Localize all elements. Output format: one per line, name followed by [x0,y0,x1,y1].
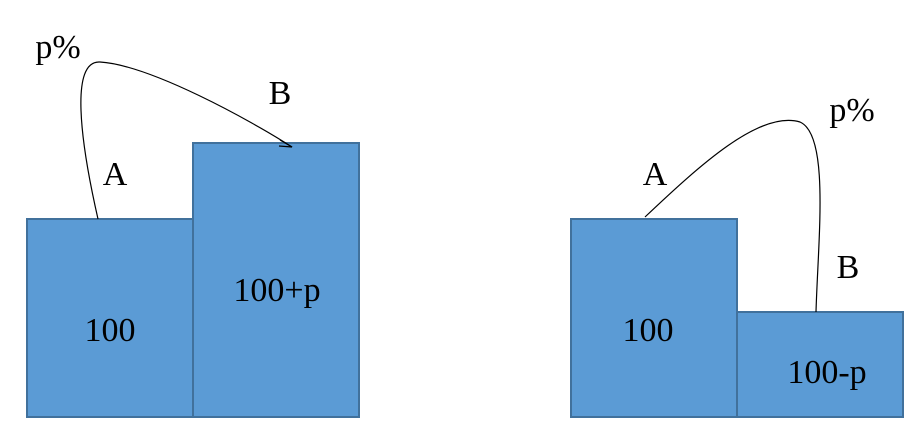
label-a: A [103,156,128,193]
percent-label: p% [35,29,80,66]
percent-label: p% [829,92,874,129]
arc [644,119,821,313]
label-b: B [269,75,292,112]
arc [80,61,293,220]
right-diagram: A p% B 100 100-p [570,92,904,418]
value-a: 100 [85,312,136,349]
value-a: 100 [623,312,674,349]
label-b: B [837,249,860,286]
arrow-tip [278,139,293,148]
box-a [570,218,738,418]
box-b [736,311,904,418]
value-b: 100+p [233,272,320,309]
value-b: 100-p [787,354,866,391]
box-b [192,142,360,418]
label-a: A [643,156,668,193]
left-diagram: p% A B 100 100+p [26,29,360,418]
box-a [26,218,194,418]
